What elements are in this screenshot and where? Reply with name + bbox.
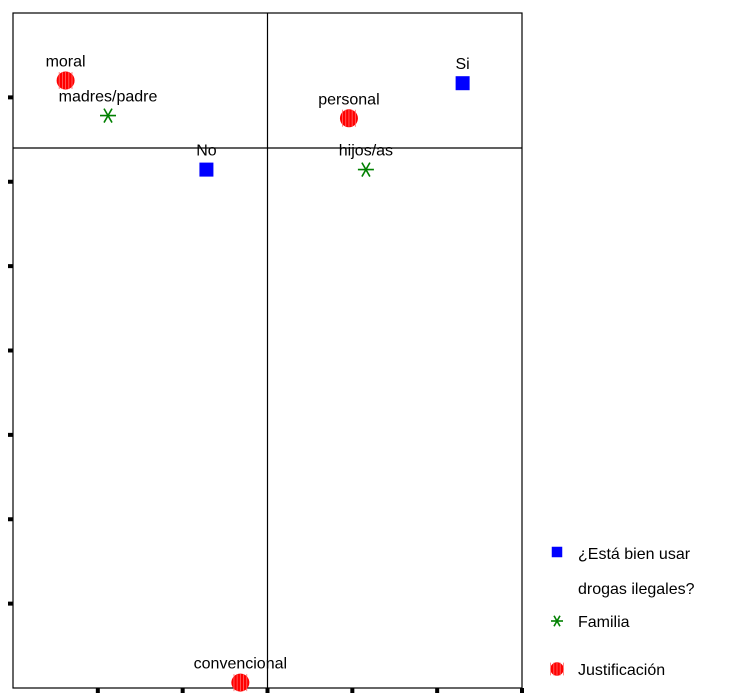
y-tick bbox=[8, 517, 13, 522]
point-label: moral bbox=[46, 54, 86, 71]
point-circle-moral bbox=[56, 71, 75, 90]
point-label: personal bbox=[318, 91, 379, 108]
y-tick bbox=[8, 601, 13, 606]
point-label: madres/padre bbox=[59, 89, 158, 106]
x-tick bbox=[435, 688, 440, 693]
point-asterisk-hijos-as bbox=[357, 162, 374, 177]
point-label: hijos/as bbox=[339, 143, 393, 160]
y-tick bbox=[8, 348, 13, 353]
point-circle-personal bbox=[339, 109, 358, 128]
x-tick bbox=[350, 688, 355, 693]
legend-label: drogas ilegales? bbox=[578, 581, 695, 598]
x-tick bbox=[520, 688, 524, 693]
y-tick bbox=[8, 264, 13, 269]
x-tick bbox=[95, 688, 100, 693]
point-label: Si bbox=[455, 56, 469, 73]
y-tick bbox=[8, 95, 13, 100]
y-tick bbox=[8, 179, 13, 184]
y-tick bbox=[8, 432, 13, 437]
point-square-no bbox=[199, 162, 214, 177]
legend-marker-square bbox=[551, 546, 563, 558]
legend-item: Justificación bbox=[550, 662, 665, 679]
point-label: No bbox=[196, 143, 217, 160]
legend-label: Justificación bbox=[578, 662, 665, 679]
data-points bbox=[56, 71, 470, 692]
point-square-si bbox=[455, 76, 470, 91]
legend-label: Familia bbox=[578, 614, 630, 631]
reference-lines bbox=[13, 13, 522, 688]
axis-ticks bbox=[8, 95, 524, 693]
point-label: convencional bbox=[194, 656, 287, 673]
x-tick bbox=[265, 688, 270, 693]
legend-label: ¿Está bien usar bbox=[578, 546, 691, 563]
point-asterisk-madres-padre bbox=[100, 108, 117, 123]
legend-item: ¿Está bien usar drogas ilegales? bbox=[551, 546, 695, 598]
legend-marker-asterisk bbox=[551, 615, 563, 627]
point-circle-convencional bbox=[231, 673, 250, 692]
point-labels: Si No madres/padre hijos/as moral personal con… bbox=[46, 54, 470, 673]
legend-marker-circle bbox=[550, 662, 564, 676]
legend: ¿Está bien usar drogas ilegales? Familia Ju… bbox=[550, 546, 695, 679]
x-tick bbox=[180, 688, 185, 693]
legend-item: Familia bbox=[551, 614, 630, 631]
